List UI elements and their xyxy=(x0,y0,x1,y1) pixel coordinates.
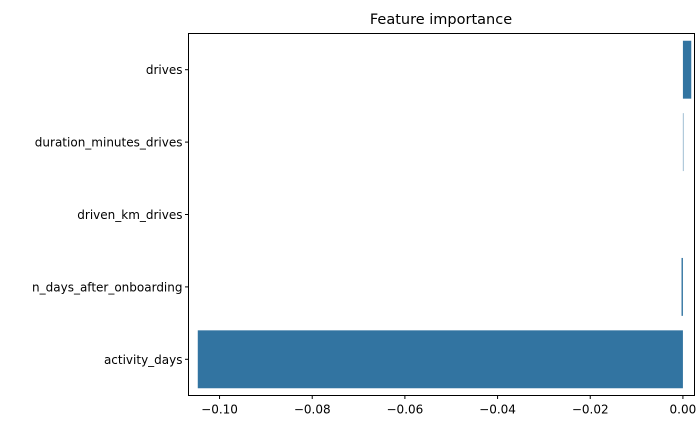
bar-n-days-after-onboarding xyxy=(681,257,683,316)
y-tick-label: activity_days xyxy=(104,353,183,367)
x-axis-ticks: −0.10 −0.08 −0.06 −0.04 −0.02 0.00 xyxy=(201,395,697,417)
y-tick-label: driven_km_drives xyxy=(77,208,182,222)
bar-drives xyxy=(682,40,692,99)
plot-frame xyxy=(188,33,695,396)
x-tick-label: 0.00 xyxy=(670,403,697,417)
x-tick-label: −0.06 xyxy=(387,403,424,417)
bar-activity-days xyxy=(197,330,683,389)
bars-group xyxy=(197,40,692,389)
y-tick-label: duration_minutes_drives xyxy=(35,136,183,150)
x-tick-label: −0.02 xyxy=(572,403,609,417)
y-axis-ticks: drives duration_minutes_drives driven_km_d… xyxy=(32,63,189,367)
y-tick-label: n_days_after_onboarding xyxy=(32,280,182,294)
x-tick-label: −0.04 xyxy=(479,403,516,417)
x-tick-label: −0.08 xyxy=(294,403,331,417)
chart-title: Feature importance xyxy=(370,12,512,28)
x-tick-label: −0.10 xyxy=(201,403,238,417)
y-tick-label: drives xyxy=(146,63,183,77)
